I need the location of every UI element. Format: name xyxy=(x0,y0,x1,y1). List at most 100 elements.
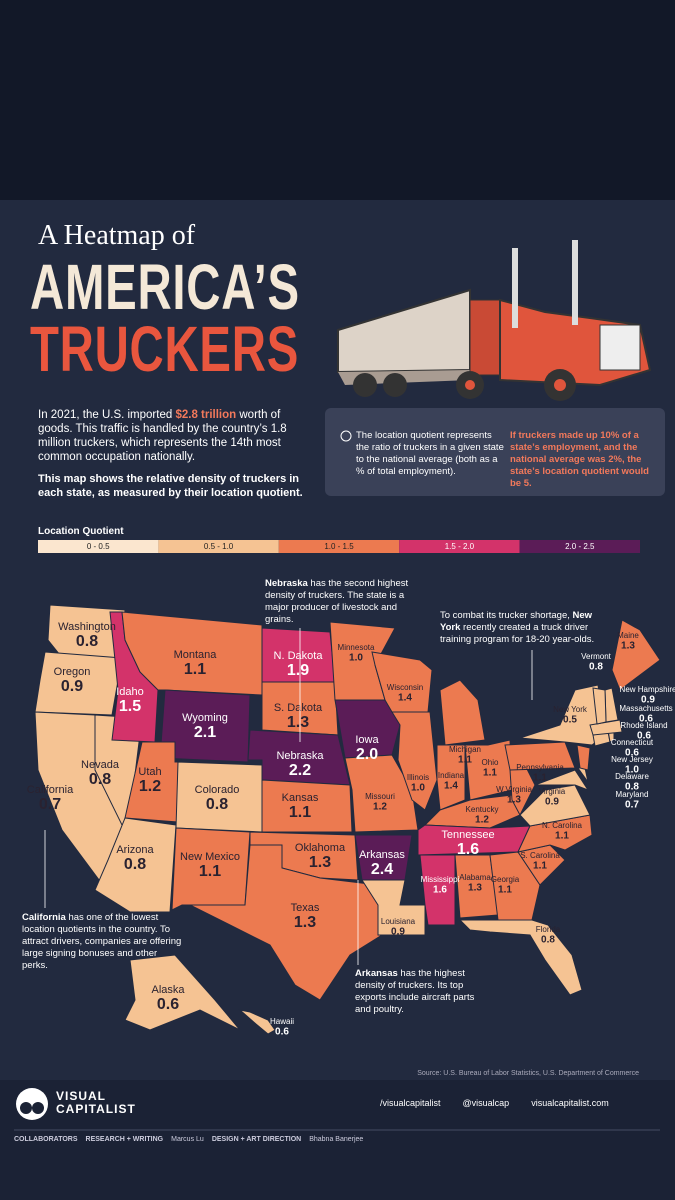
intro-text: In 2021, the U.S. imported xyxy=(38,409,176,421)
info-definition: The location quotient represents the rat… xyxy=(356,430,504,477)
state-name: S. Dakota xyxy=(274,702,323,714)
state-value: 1.1 xyxy=(184,661,206,678)
state-shape xyxy=(419,854,456,926)
state-name: Louisiana xyxy=(381,917,416,926)
state-name: Kentucky xyxy=(466,805,499,814)
state-name: Ohio xyxy=(482,758,499,767)
state-value: 1.0 xyxy=(411,783,425,794)
legend-swatch xyxy=(278,540,400,553)
callout-text: has the second highest density of trucke… xyxy=(265,578,409,625)
state-value: 0.8 xyxy=(124,856,146,873)
state-value: 0.6 xyxy=(639,714,653,725)
state-value: 1.3 xyxy=(294,914,316,931)
state-value: 1.3 xyxy=(507,795,521,806)
title-line-2: TRUCKERS xyxy=(30,313,300,385)
map: Washington0.8Oregon0.9California0.7Nevad… xyxy=(27,604,675,1038)
callout-text: To combat its trucker shortage, xyxy=(440,610,573,621)
state-name: Nebraska xyxy=(276,750,324,762)
state-shape xyxy=(504,741,576,771)
state-name: New Mexico xyxy=(180,851,240,863)
state-value: 0.6 xyxy=(275,1027,289,1038)
state-name: Indiana xyxy=(438,771,465,780)
state-name: Nevada xyxy=(81,759,120,771)
state-name: Arizona xyxy=(116,844,154,856)
state-value: 0.6 xyxy=(157,996,179,1013)
state-name: Mississippi xyxy=(421,875,460,884)
brand: VISUAL CAPITALIST xyxy=(56,1090,136,1116)
states xyxy=(34,604,661,1035)
state-name: Pennsylvania xyxy=(516,763,564,772)
state-value: 0.9 xyxy=(545,797,559,808)
info-box xyxy=(325,408,665,496)
intro-text: worth of goods. This traffic is handled … xyxy=(38,409,287,463)
state-value: 1.2 xyxy=(373,802,387,813)
state-value: 1.1 xyxy=(498,885,512,896)
state-shape xyxy=(124,954,241,1031)
state-name: Virginia xyxy=(539,787,566,796)
state-shape xyxy=(439,679,486,746)
callout-subject: Nebraska xyxy=(265,578,308,589)
state-shape xyxy=(189,844,383,1001)
state-value: 0.6 xyxy=(625,748,639,759)
state-labels: Washington0.8Oregon0.9California0.7Nevad… xyxy=(27,621,675,1038)
state-name: Vermont xyxy=(581,652,612,661)
credit-role: DESIGN + ART DIRECTION xyxy=(211,1136,302,1143)
legend-label: 1.5 - 2.0 xyxy=(445,542,475,551)
legend-swatch xyxy=(38,540,159,553)
state-name: New Jersey xyxy=(611,755,653,764)
state-name: Wisconsin xyxy=(387,683,423,692)
credits-heading: COLLABORATORS xyxy=(14,1136,78,1143)
state-shape xyxy=(534,769,590,792)
state-shape xyxy=(238,1009,276,1035)
website[interactable]: visualcapitalist.com xyxy=(531,1098,609,1108)
state-value: 0.8 xyxy=(541,935,555,946)
state-name: Illinois xyxy=(407,773,429,782)
legend-label: 0.5 - 1.0 xyxy=(204,542,234,551)
state-name: Minnesota xyxy=(338,643,375,652)
state-value: 1.3 xyxy=(621,641,635,652)
callout-text: recently created a truck driver training… xyxy=(440,622,595,645)
state-value: 1.1 xyxy=(533,861,547,872)
state-value: 0.7 xyxy=(39,796,61,813)
state-shape xyxy=(592,687,607,725)
state-value: 1.0 xyxy=(349,653,363,664)
state-name: Maine xyxy=(617,631,639,640)
state-value: 1.0 xyxy=(625,765,639,776)
info-icon xyxy=(340,430,352,442)
social-handle[interactable]: @visualcap xyxy=(462,1098,510,1108)
state-shape xyxy=(611,619,661,691)
state-value: 1.1 xyxy=(458,755,472,766)
state-value: 0.7 xyxy=(625,800,639,811)
state-shape xyxy=(519,784,591,827)
state-value: 1.1 xyxy=(555,831,569,842)
state-shape xyxy=(458,919,583,996)
state-name: Massachusetts xyxy=(619,704,672,713)
state-name: Oregon xyxy=(54,666,91,678)
state-shape xyxy=(261,779,353,833)
state-name: Idaho xyxy=(116,686,144,698)
credit-role: RESEARCH + WRITING xyxy=(85,1136,164,1143)
state-shape xyxy=(94,817,177,913)
state-shape xyxy=(576,744,591,771)
state-name: Florida xyxy=(536,925,561,934)
state-name: Maryland xyxy=(616,790,649,799)
state-name: Oklahoma xyxy=(295,842,346,854)
callout-subject: New York xyxy=(440,610,593,633)
legend-swatch xyxy=(399,540,520,553)
state-value: 1.2 xyxy=(139,778,161,795)
social-handle[interactable]: /visualcapitalist xyxy=(380,1098,441,1108)
callout: To combat its trucker shortage, New York… xyxy=(440,610,610,646)
state-value: 1.3 xyxy=(309,854,331,871)
state-value: 1.1 xyxy=(289,804,311,821)
title-line-1: AMERICA’S xyxy=(30,251,300,323)
state-name: Alabama xyxy=(459,873,491,882)
state-value: 0.8 xyxy=(589,662,603,673)
state-value: 2.0 xyxy=(356,746,378,763)
intro-highlight: $2.8 trillion xyxy=(175,409,237,421)
intro-paragraph: In 2021, the U.S. imported $2.8 trillion… xyxy=(38,408,308,464)
state-name: Wyoming xyxy=(182,712,228,724)
legend-label: 0 - 0.5 xyxy=(87,542,110,551)
state-shape xyxy=(159,689,251,763)
